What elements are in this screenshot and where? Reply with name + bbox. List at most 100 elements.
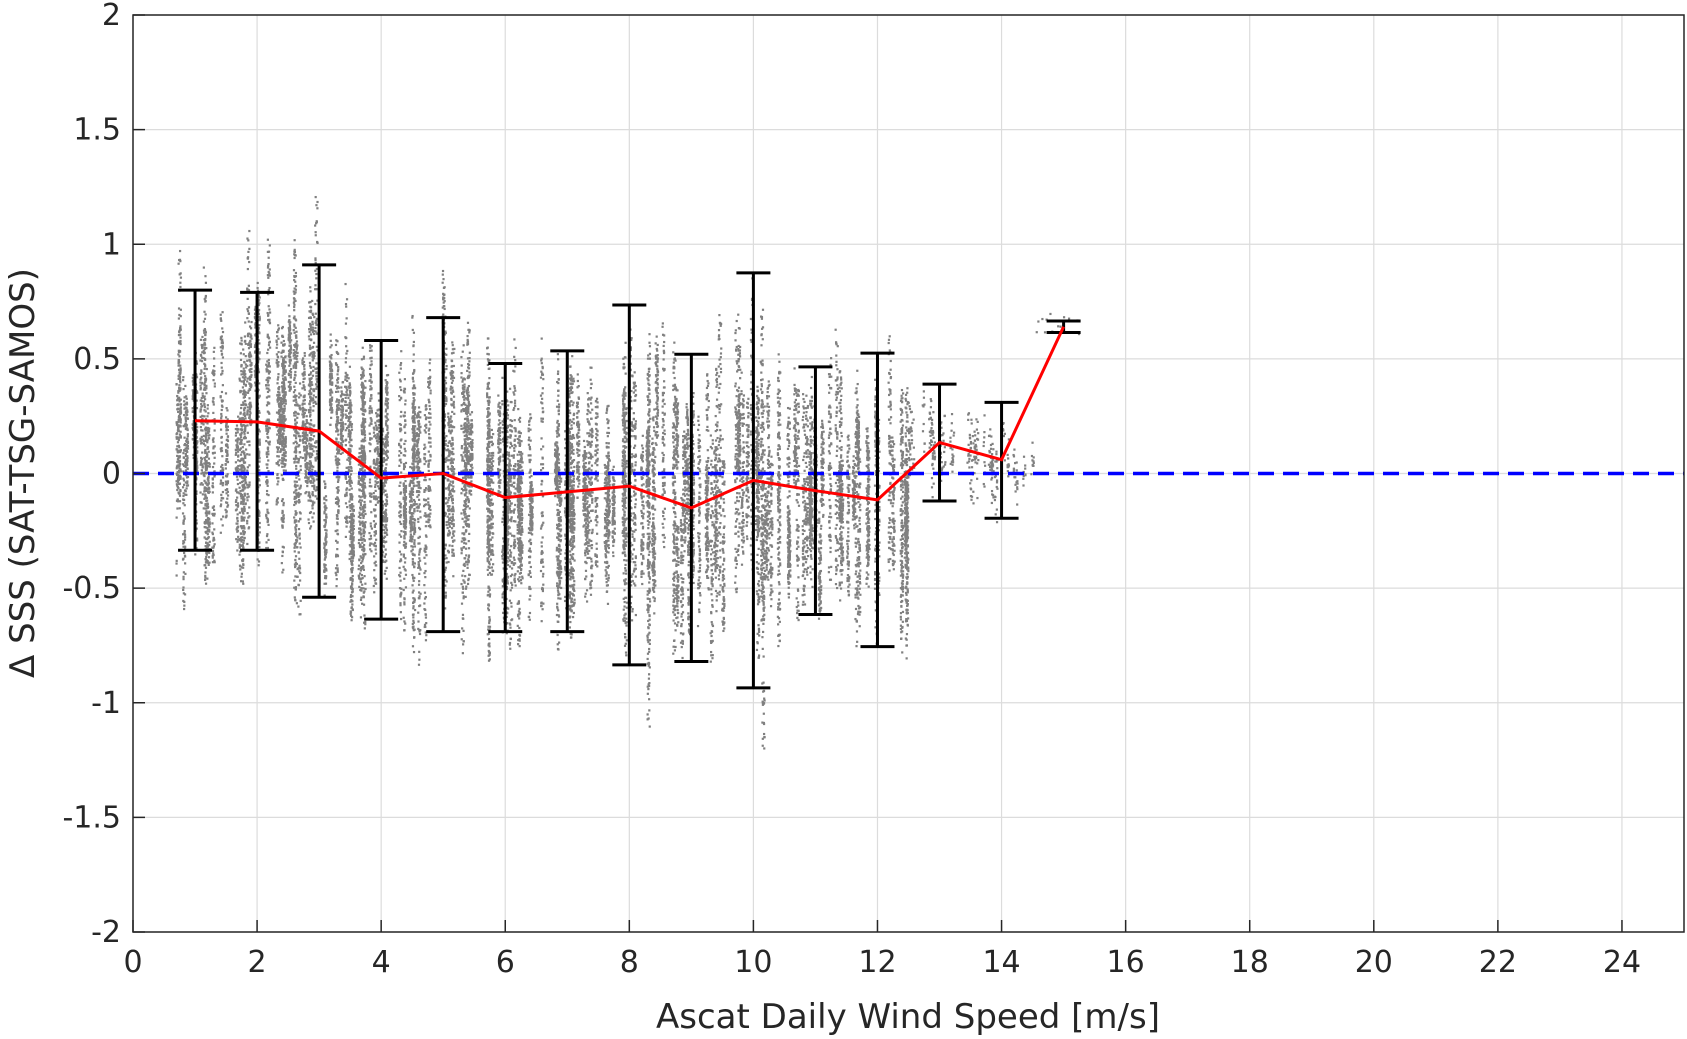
scatter-point [175,562,177,564]
scatter-point [240,532,242,534]
scatter-point [303,378,305,380]
scatter-point [220,429,222,431]
scatter-point [183,601,185,603]
scatter-point [203,415,205,417]
scatter-point [288,327,290,329]
scatter-point [213,509,215,511]
scatter-point [288,386,290,388]
scatter-point [241,443,243,445]
scatter-point [178,330,180,332]
scatter-point [303,361,305,363]
scatter-point [203,372,205,374]
scatter-point [220,346,222,348]
scatter-point [187,433,189,435]
scatter-point [204,300,206,302]
scatter-point [212,533,214,535]
scatter-point [293,396,295,398]
scatter-point [240,407,242,409]
scatter-point [208,530,210,532]
scatter-point [236,531,238,533]
scatter-point [281,562,283,564]
scatter-point [294,377,296,379]
scatter-point [288,335,290,337]
scatter-point [249,408,251,410]
scatter-point [212,401,214,403]
scatter-point [207,412,209,414]
scatter-point [179,334,181,336]
scatter-point [244,428,246,430]
scatter-point [289,353,291,355]
scatter-point [208,437,210,439]
scatter-point [248,320,250,322]
scatter-point [259,430,261,432]
scatter-point [222,524,224,526]
scatter-point [212,437,214,439]
scatter-point [182,498,184,500]
scatter-point [266,490,268,492]
scatter-point [281,500,283,502]
scatter-point [204,579,206,581]
scatter-point [314,495,316,497]
scatter-point [247,310,249,312]
scatter-point [238,492,240,494]
scatter-point [235,449,237,451]
scatter-point [178,464,180,466]
scatter-point [206,447,208,449]
scatter-point [220,415,222,417]
scatter-point [242,348,244,350]
scatter-point [315,234,317,236]
scatter-point [242,580,244,582]
scatter-point [221,372,223,374]
scatter-point [204,375,206,377]
scatter-point [277,418,279,420]
scatter-point [316,450,318,452]
scatter-point [220,362,222,364]
scatter-point [278,429,280,431]
scatter-point [248,230,250,232]
scatter-point [293,386,295,388]
scatter-point [222,384,224,386]
scatter-point [184,593,186,595]
scatter-point [282,391,284,393]
scatter-point [244,425,246,427]
scatter-point [187,442,189,444]
scatter-point [285,470,287,472]
scatter-point [290,388,292,390]
scatter-point [221,441,223,443]
scatter-point [221,327,223,329]
scatter-point [179,411,181,413]
scatter-point [244,454,246,456]
scatter-point [204,444,206,446]
scatter-point [245,363,247,365]
scatter-point [243,537,245,539]
scatter-point [247,409,249,411]
scatter-point [214,385,216,387]
scatter-point [315,273,317,275]
scatter-point [176,574,178,576]
scatter-point [200,377,202,379]
scatter-point [249,481,251,483]
scatter-point [204,378,206,380]
scatter-point [257,558,259,560]
scatter-point [177,441,179,443]
scatter-point [268,395,270,397]
scatter-point [243,389,245,391]
scatter-point [208,434,210,436]
scatter-point [212,412,214,414]
scatter-point [179,507,181,509]
scatter-point [276,433,278,435]
scatter-point [182,379,184,381]
scatter-point [316,268,318,270]
scatter-point [177,404,179,406]
scatter-point [283,421,285,423]
scatter-point [235,432,237,434]
scatter-point [184,504,186,506]
scatter-point [246,317,248,319]
scatter-point [177,263,179,265]
scatter-point [239,565,241,567]
scatter-point [276,331,278,333]
scatter-point [240,364,242,366]
scatter-point [177,392,179,394]
scatter-point [248,403,250,405]
scatter-point [244,321,246,323]
